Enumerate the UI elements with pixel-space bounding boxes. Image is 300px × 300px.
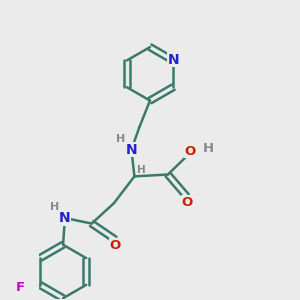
Text: H: H (137, 165, 146, 175)
Text: H: H (50, 202, 59, 212)
Text: N: N (126, 142, 137, 157)
Text: O: O (110, 238, 121, 252)
Text: H: H (202, 142, 214, 155)
Text: O: O (182, 196, 193, 208)
Text: O: O (184, 145, 196, 158)
Text: N: N (168, 53, 180, 67)
Text: F: F (15, 281, 24, 294)
Text: H: H (116, 134, 126, 144)
Text: N: N (59, 211, 71, 225)
